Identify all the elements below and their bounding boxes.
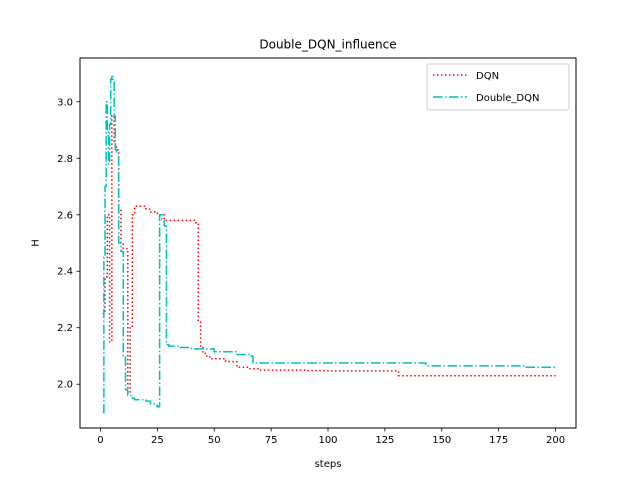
series-line-dqn xyxy=(102,115,556,394)
x-tick-label: 75 xyxy=(265,435,278,446)
x-tick-label: 100 xyxy=(318,435,337,446)
y-tick-label: 3.0 xyxy=(57,97,73,108)
x-axis: 0 25 50 75 100 125 150 175 200 xyxy=(97,428,565,446)
legend-label-dqn: DQN xyxy=(476,71,499,82)
x-tick-label: 200 xyxy=(546,435,565,446)
y-tick-label: 2.0 xyxy=(57,380,73,391)
legend: DQN Double_DQN xyxy=(426,63,570,111)
x-tick-label: 50 xyxy=(208,435,221,446)
y-tick-label: 2.8 xyxy=(57,154,73,165)
x-tick-label: 0 xyxy=(97,435,103,446)
x-tick-label: 150 xyxy=(432,435,451,446)
series-line-double-dqn xyxy=(102,75,556,414)
legend-label-double-dqn: Double_DQN xyxy=(476,93,540,104)
x-axis-label: steps xyxy=(315,459,342,470)
chart-title: Double_DQN_influence xyxy=(259,38,396,52)
y-tick-label: 2.2 xyxy=(57,323,73,334)
y-axis-label: H xyxy=(31,239,42,247)
x-tick-label: 175 xyxy=(489,435,508,446)
series-layer xyxy=(102,75,556,414)
y-axis: 2.0 2.2 2.4 2.6 2.8 3.0 xyxy=(57,97,80,391)
y-tick-label: 2.4 xyxy=(57,267,73,278)
y-tick-label: 2.6 xyxy=(57,210,73,221)
x-tick-label: 125 xyxy=(375,435,394,446)
x-tick-label: 25 xyxy=(151,435,164,446)
